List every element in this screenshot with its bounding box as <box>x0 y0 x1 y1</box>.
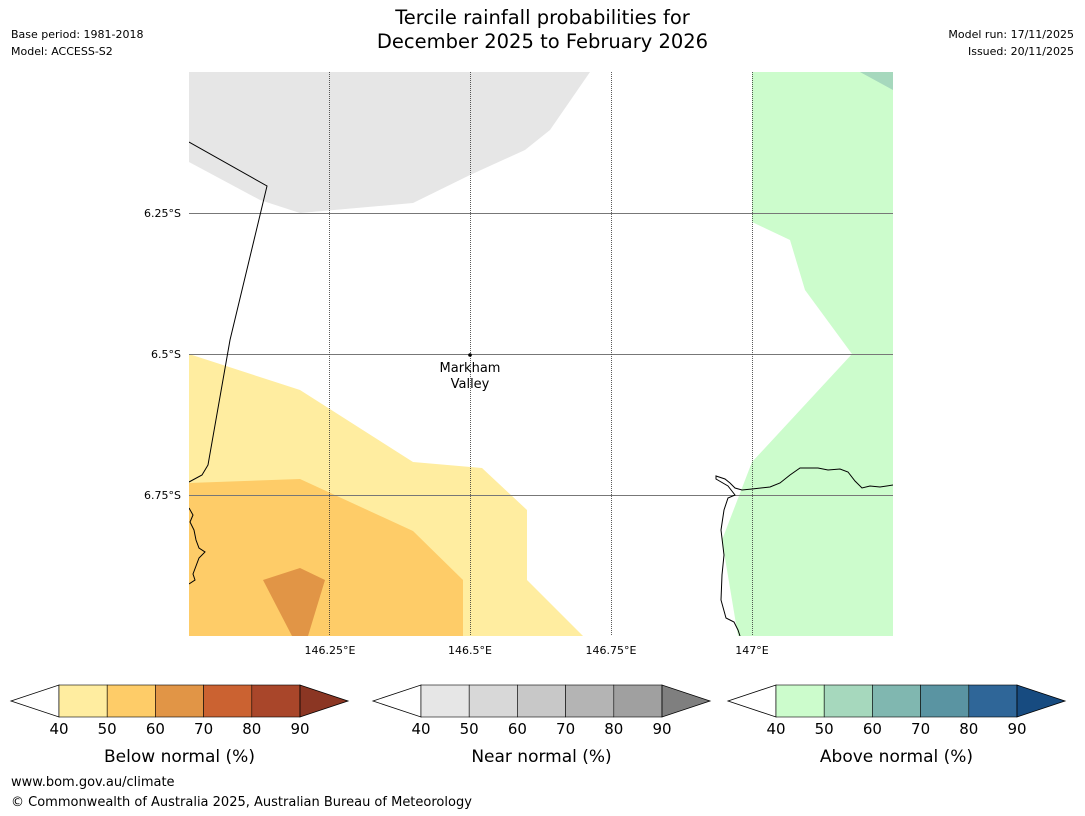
below-normal-50-region <box>189 479 463 636</box>
title-line-1: Tercile rainfall probabilities for <box>395 6 690 29</box>
legends: 40 50 60 70 80 90 Below normal (%) 40 50 60 70 80 90… <box>9 684 1067 767</box>
near-legend-tick-70: 70 <box>556 720 575 738</box>
above-legend-tick-40: 40 <box>766 720 785 738</box>
below-legend-swatch-2 <box>155 684 204 718</box>
near-legend-swatch-3 <box>565 684 615 718</box>
latitude-gridlines <box>189 213 893 496</box>
near-legend-swatch-0 <box>420 684 470 718</box>
below-legend-title: Below normal (%) <box>104 747 255 767</box>
longitude-gridlines <box>329 72 753 636</box>
above-legend-swatch-1 <box>823 684 873 718</box>
lon-label-146-5: 146.5°E <box>448 644 492 657</box>
title-line-2: December 2025 to February 2026 <box>376 30 709 53</box>
near-legend-over-arrow <box>661 684 712 718</box>
below-legend-tick-60: 60 <box>146 720 165 738</box>
near-legend-swatch-2 <box>517 684 566 718</box>
below-legend-under-arrow <box>9 684 60 718</box>
lat-label-6-25: 6.25°S <box>144 207 181 220</box>
near-normal-40-region <box>189 72 590 213</box>
model-run: Model run: 17/11/2025 <box>948 28 1074 41</box>
above-legend-tick-80: 80 <box>959 720 978 738</box>
markham-valley-marker <box>468 353 472 357</box>
coastline-left <box>189 507 206 585</box>
near-legend-under-arrow <box>371 684 422 718</box>
above-legend-tick-60: 60 <box>863 720 882 738</box>
above-legend-swatch-2 <box>872 684 921 718</box>
issued-date: Issued: 20/11/2025 <box>967 45 1074 58</box>
above-legend-swatch-4 <box>968 684 1018 718</box>
footer-copyright: © Commonwealth of Australia 2025, Austra… <box>11 795 472 810</box>
above-legend-swatch-0 <box>775 684 825 718</box>
map-area <box>189 72 893 636</box>
meta-right: Model run: 17/11/2025 Issued: 20/11/2025 <box>948 26 1074 60</box>
above-legend-tick-90: 90 <box>1007 720 1026 738</box>
above-legend-over-arrow <box>1016 684 1067 718</box>
near-legend-tick-60: 60 <box>508 720 527 738</box>
lon-label-147: 147°E <box>735 644 768 657</box>
near-legend-tick-50: 50 <box>460 720 479 738</box>
below-legend-over-arrow <box>299 684 350 718</box>
below-legend-swatch-3 <box>203 684 253 718</box>
near-legend-tick-40: 40 <box>411 720 430 738</box>
above-legend-tick-70: 70 <box>911 720 930 738</box>
near-legend-title: Near normal (%) <box>471 747 611 767</box>
footer-url: www.bom.gov.au/climate <box>11 775 175 790</box>
lat-label-6-5: 6.5°S <box>151 348 181 361</box>
above-normal-50-region <box>860 72 893 90</box>
near-legend-tick-80: 80 <box>604 720 623 738</box>
lon-label-146-75: 146.75°E <box>586 644 637 657</box>
near-legend-swatch-1 <box>468 684 518 718</box>
near-legend-tick-90: 90 <box>652 720 671 738</box>
province-boundary <box>189 141 268 483</box>
above-legend-swatch-3 <box>920 684 970 718</box>
near-legend-swatch-4 <box>613 684 663 718</box>
place-label-line-1: Markham <box>440 361 501 376</box>
coastline-right <box>715 467 893 636</box>
meta-left: Base period: 1981-2018 Model: ACCESS-S2 <box>11 26 143 60</box>
base-period: Base period: 1981-2018 <box>11 28 144 41</box>
below-legend-tick-70: 70 <box>194 720 213 738</box>
above-legend-tick-50: 50 <box>815 720 834 738</box>
lat-label-6-75: 6.75°S <box>144 489 181 502</box>
lon-label-146-25: 146.25°E <box>305 644 356 657</box>
below-legend-swatch-1 <box>106 684 156 718</box>
map-title: Tercile rainfall probabilities for Decem… <box>0 6 1085 54</box>
below-legend-tick-90: 90 <box>290 720 309 738</box>
above-legend-under-arrow <box>726 684 777 718</box>
below-normal-60-region <box>263 568 325 636</box>
below-legend-tick-40: 40 <box>49 720 68 738</box>
place-label-line-2: Valley <box>451 377 490 392</box>
below-legend-swatch-4 <box>251 684 301 718</box>
below-legend-tick-80: 80 <box>242 720 261 738</box>
below-legend-swatch-0 <box>58 684 108 718</box>
above-legend-title: Above normal (%) <box>820 747 973 767</box>
model-name: Model: ACCESS-S2 <box>11 45 113 58</box>
below-legend-tick-50: 50 <box>98 720 117 738</box>
